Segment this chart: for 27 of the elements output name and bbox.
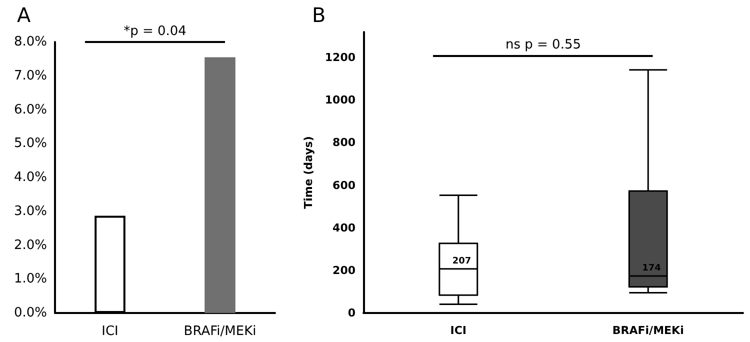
chart-title: A (17, 3, 31, 27)
y-tick-label: 1200 (324, 51, 356, 64)
x-tick-label: ICI (450, 324, 467, 337)
x-tick-label: BRAFi/MEKi (184, 324, 256, 339)
y-axis-title: Time (days) (302, 136, 315, 209)
x-tick-label: ICI (102, 324, 118, 339)
y-tick-label: 600 (332, 178, 356, 192)
y-tick-label: 6.0% (14, 102, 47, 118)
text: *p = 0.04 (124, 24, 186, 39)
y-tick-label: 400 (332, 221, 356, 234)
y-tick-label: 0.0% (14, 306, 47, 320)
y-tick-label: 4.0% (14, 170, 47, 185)
annotation: 174 (642, 263, 661, 274)
annotation: ns p = 0.55 (506, 38, 582, 53)
y-tick-label: 200 (332, 264, 356, 277)
y-tick-label: 800 (332, 136, 356, 150)
y-tick-label: 7.0% (14, 68, 47, 84)
y-tick-label: 5.0% (14, 136, 47, 152)
y-tick-label: 1000 (324, 94, 356, 107)
chart-title: B (312, 3, 326, 27)
y-tick-label: 0 (348, 306, 356, 320)
y-tick-label: 8.0% (14, 34, 47, 50)
y-tick-label: 3.0% (14, 204, 47, 219)
y-tick-label: 2.0% (14, 238, 47, 253)
annotation: 207 (452, 256, 472, 266)
y-tick-label: 1.0% (14, 272, 47, 287)
x-tick-label: BRAFi/MEKi (612, 324, 684, 337)
